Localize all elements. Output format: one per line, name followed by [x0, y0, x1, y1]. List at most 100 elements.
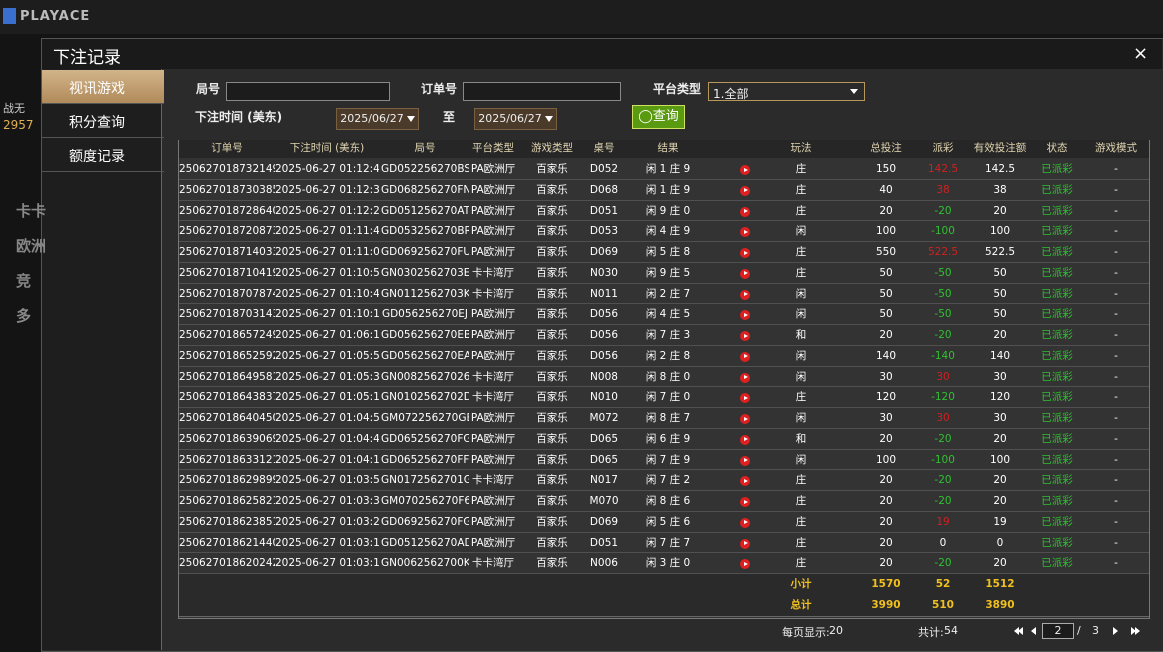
game-id-input[interactable] [226, 82, 390, 101]
pager-arrow[interactable] [1135, 627, 1140, 635]
table-cell: 120 [989, 391, 1011, 404]
table-cell: 百家乐 [536, 163, 568, 175]
table-cell: -20 [934, 474, 952, 487]
row-divider [179, 261, 1149, 263]
table-cell: 522.5 [927, 246, 959, 258]
play-icon-arrow [744, 167, 748, 172]
lobby-menu-item[interactable]: 卡卡 [16, 202, 47, 220]
column-header: 桌号 [593, 142, 615, 154]
table-cell: 闲 [795, 370, 807, 383]
table-cell: 百家乐 [536, 266, 568, 279]
page-input[interactable]: 2 [1042, 623, 1074, 639]
table-cell: 250627018710419 [179, 266, 275, 279]
lobby-menu-item[interactable]: 多 [16, 307, 32, 325]
table-cell: 闲 [795, 287, 807, 300]
date-to[interactable]: 2025/06/27 [474, 108, 557, 130]
table-cell: PA欧洲厅 [470, 163, 516, 175]
table-cell: GD051256270AT [381, 204, 469, 217]
table-cell: -50 [934, 308, 952, 321]
sidebar-item[interactable] [42, 70, 164, 104]
summary-label: 总计 [790, 598, 812, 611]
order-input[interactable] [463, 82, 621, 101]
play-icon-arrow [744, 354, 748, 359]
table-cell: - [1114, 246, 1118, 258]
table-cell: 已派彩 [1041, 474, 1073, 487]
sidebar-item[interactable] [42, 104, 164, 138]
table-cell: - [1114, 266, 1118, 279]
table-cell: PA欧洲厅 [470, 515, 516, 528]
table-cell: - [1114, 329, 1118, 341]
table-cell: 250627018649581 [179, 370, 275, 383]
table-cell: 20 [879, 536, 893, 549]
table-cell: 百家乐 [536, 412, 568, 424]
table-cell: 闲 2 庄 7 [645, 287, 691, 300]
table-cell: 250627018732149 [179, 163, 275, 175]
search-label: 查询 [652, 109, 679, 124]
table-cell: 卡卡湾厅 [472, 287, 514, 300]
table-cell: PA欧洲厅 [470, 453, 516, 466]
table-cell: 20 [879, 432, 893, 445]
table-cell: 已派彩 [1041, 370, 1073, 383]
date-from[interactable]: 2025/06/27 [336, 108, 419, 130]
table-cell: 250627018639069 [179, 432, 275, 445]
platform-select[interactable]: 1.全部 [708, 82, 865, 101]
table-cell: 20 [879, 495, 893, 507]
close-button[interactable]: × [1133, 43, 1149, 64]
table-cell: 250627018652592 [179, 349, 275, 362]
pager-arrow[interactable] [1031, 627, 1036, 635]
table-cell: -50 [934, 266, 952, 279]
table-cell: D056 [589, 349, 619, 362]
search-button[interactable]: ◯查询 [632, 105, 685, 129]
table-cell: 2025-06-27 01:04:15 [275, 453, 379, 466]
summary-valid: 1512 [985, 578, 1015, 590]
table-cell: 2025-06-27 01:10:40 [275, 287, 379, 300]
table-cell: N011 [590, 287, 618, 300]
table-cell: N030 [590, 266, 618, 279]
pager-arrow[interactable] [1113, 627, 1118, 635]
table-cell: 50 [879, 266, 893, 279]
table-cell: 已派彩 [1041, 329, 1073, 341]
table-cell: 闲 7 庄 2 [645, 474, 691, 487]
summary-row [179, 594, 1149, 617]
table-cell: PA欧洲厅 [470, 329, 516, 341]
play-icon-arrow [744, 520, 748, 525]
play-icon-arrow [744, 188, 748, 193]
table-cell: 闲 7 庄 3 [645, 329, 691, 341]
platform-label: 平台类型 [653, 82, 702, 96]
table-cell: 250627018728640 [179, 204, 275, 217]
pager-arrow[interactable] [1014, 627, 1019, 635]
table-cell: M070 [589, 495, 619, 507]
table-cell: - [1114, 495, 1118, 507]
table-cell: 闲 8 庄 0 [645, 370, 691, 383]
table-cell: 百家乐 [536, 453, 568, 466]
page-size-label: 每页显示: [782, 626, 830, 639]
pager-arrow[interactable] [1018, 627, 1023, 635]
table-cell: 250627018720873 [179, 225, 275, 238]
row-divider [179, 531, 1149, 533]
column-header: 游戏模式 [1095, 142, 1137, 154]
column-header: 局号 [414, 142, 436, 154]
table-cell: 庄 [795, 536, 807, 549]
table-cell: 20 [879, 557, 893, 570]
table-cell: 闲 2 庄 8 [645, 349, 691, 362]
table-cell: 50 [879, 308, 893, 321]
table-cell: 19 [936, 515, 950, 528]
column-header: 平台类型 [472, 142, 514, 154]
table-cell: GD056256270EJ [381, 308, 469, 321]
table-cell: 30 [993, 412, 1007, 424]
table-cell: 40 [879, 183, 893, 196]
table-cell: 2025-06-27 01:06:18 [275, 329, 379, 341]
sidebar-item[interactable] [42, 138, 164, 172]
table-cell: 百家乐 [536, 370, 568, 383]
table-cell: 250627018707874 [179, 287, 275, 300]
table-cell: 2025-06-27 01:12:33 [275, 183, 379, 196]
order-label: 订单号 [421, 82, 458, 96]
lobby-menu-item[interactable]: 竞 [16, 272, 32, 290]
lobby-menu-item[interactable]: 欧洲 [16, 237, 47, 255]
table-cell: 20 [993, 495, 1007, 507]
column-header: 派彩 [932, 142, 954, 154]
table-cell: 2025-06-27 01:03:27 [275, 515, 379, 528]
table-cell: 百家乐 [536, 432, 568, 445]
pager-arrow[interactable] [1131, 627, 1136, 635]
